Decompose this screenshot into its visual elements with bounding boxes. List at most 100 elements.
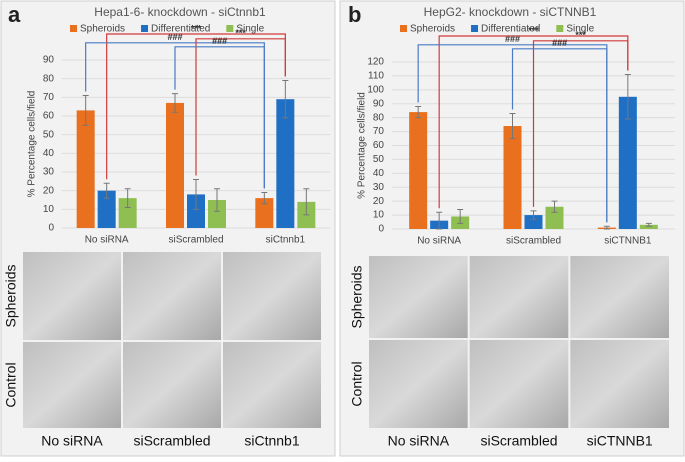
- significance-label: ###: [552, 38, 567, 48]
- legend-swatch: [556, 25, 564, 32]
- y-tick-label: 10: [373, 210, 385, 221]
- micrograph: [223, 252, 321, 340]
- bar: [409, 112, 428, 229]
- y-axis-label: % Percentage cells/field: [27, 91, 38, 198]
- bar: [166, 102, 184, 228]
- y-tick-label: 40: [373, 168, 385, 179]
- significance-bracket: [195, 38, 286, 176]
- error-bar: [530, 210, 537, 220]
- y-tick-label: 90: [43, 55, 55, 66]
- image-column-label: siCTNNB1: [587, 433, 653, 449]
- y-tick-label: 90: [373, 98, 385, 109]
- x-tick-label: siCTNNB1: [604, 236, 652, 247]
- image-row-label: Spheroids: [3, 264, 19, 327]
- error-bar: [193, 178, 199, 210]
- x-tick-label: siScrambled: [168, 235, 223, 246]
- error-bar: [415, 106, 422, 119]
- image-row-label: Control: [349, 361, 365, 406]
- y-tick-label: 120: [367, 57, 384, 68]
- y-tick-label: 10: [43, 204, 55, 215]
- bar: [276, 99, 295, 228]
- y-tick-label: 30: [373, 182, 385, 193]
- micrograph: [23, 252, 121, 340]
- legend-label: Differentiated: [151, 24, 210, 35]
- y-tick-label: 110: [368, 71, 384, 82]
- y-tick-label: 80: [373, 112, 385, 123]
- x-tick-label: siScrambled: [506, 236, 561, 247]
- y-tick-label: 50: [373, 154, 385, 165]
- bar: [97, 190, 116, 228]
- bar: [545, 206, 564, 229]
- image-column-label: siScrambled: [133, 433, 210, 449]
- significance-bracket: [511, 48, 608, 223]
- micrograph: [23, 342, 121, 428]
- significance-label: ***: [191, 23, 202, 33]
- micrograph: [223, 342, 321, 428]
- y-tick-label: 30: [43, 167, 55, 178]
- y-tick-label: 20: [373, 196, 385, 207]
- legend-label: Spheroids: [80, 24, 125, 35]
- error-bar: [603, 225, 610, 230]
- micrograph: [469, 256, 569, 338]
- y-tick-label: 20: [43, 185, 55, 196]
- panel-label: a: [8, 2, 21, 27]
- bar: [76, 110, 95, 228]
- micrograph: [123, 342, 221, 428]
- error-bar: [261, 192, 268, 205]
- micrograph: [570, 256, 669, 338]
- image-column-label: siCtnnb1: [244, 433, 299, 449]
- chart-title: Hepa1-6- knockdown - siCtnnb1: [94, 5, 266, 19]
- micrograph: [469, 340, 569, 428]
- legend-swatch: [70, 25, 77, 32]
- significance-label: ###: [167, 32, 182, 42]
- significance-label: ###: [212, 36, 227, 46]
- error-bar: [303, 188, 310, 216]
- error-bar: [172, 93, 178, 113]
- legend-swatch: [471, 25, 479, 32]
- bar: [118, 198, 137, 228]
- legend-swatch: [141, 25, 149, 32]
- error-bar: [82, 94, 89, 126]
- image-column-label: No siRNA: [41, 433, 103, 449]
- y-tick-label: 0: [48, 223, 54, 234]
- error-bar: [457, 209, 464, 224]
- error-bar: [282, 80, 289, 119]
- micrograph: [369, 256, 468, 338]
- y-tick-label: 60: [373, 140, 385, 151]
- image-column-label: siScrambled: [480, 433, 557, 449]
- chart-title: HepG2- knockdown - siCTNNB1: [424, 5, 597, 19]
- significance-label: ***: [528, 25, 539, 35]
- significance-label: ###: [505, 34, 520, 44]
- error-bar: [214, 188, 220, 212]
- x-tick-label: siCtnnb1: [266, 235, 306, 246]
- y-tick-label: 0: [378, 224, 384, 235]
- micrograph: [369, 340, 468, 428]
- bar: [208, 200, 226, 228]
- error-bar: [124, 188, 131, 208]
- bar: [524, 215, 543, 229]
- error-bar: [645, 222, 652, 227]
- panel-label: b: [348, 2, 361, 27]
- error-bar: [436, 211, 443, 230]
- y-tick-label: 70: [43, 92, 55, 103]
- y-tick-label: 60: [43, 111, 55, 122]
- y-tick-label: 100: [367, 84, 384, 95]
- micrograph: [570, 340, 669, 428]
- error-bar: [509, 112, 516, 140]
- legend-label: Spheroids: [410, 24, 455, 35]
- y-tick-label: 40: [43, 148, 55, 159]
- significance-bracket: [532, 40, 629, 207]
- bar: [503, 126, 522, 229]
- error-bar: [624, 74, 631, 120]
- image-row-label: Control: [3, 362, 19, 407]
- y-tick-label: 70: [373, 126, 385, 137]
- legend-label: Differentiated: [481, 24, 540, 35]
- legend-swatch: [400, 25, 407, 32]
- significance-label: ***: [575, 30, 586, 40]
- error-bar: [103, 182, 110, 199]
- legend-swatch: [226, 25, 234, 32]
- bar: [255, 198, 274, 228]
- error-bar: [551, 200, 558, 213]
- image-column-label: No siRNA: [388, 433, 450, 449]
